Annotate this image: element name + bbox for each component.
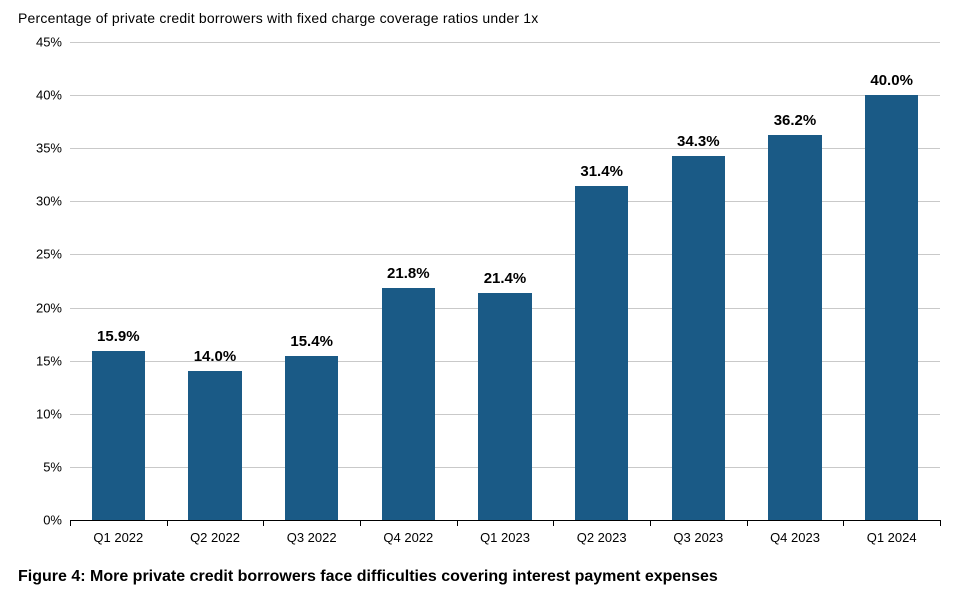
bar — [285, 356, 338, 520]
bar-value-label: 15.9% — [70, 328, 167, 345]
x-tick-label: Q2 2023 — [577, 530, 627, 545]
x-tick-label: Q3 2022 — [287, 530, 337, 545]
y-tick-label: 35% — [36, 141, 70, 156]
bar-slot: 40.0% — [843, 42, 940, 520]
y-tick-label: 10% — [36, 406, 70, 421]
bar — [768, 135, 821, 520]
y-tick-label: 25% — [36, 247, 70, 262]
chart-subtitle: Percentage of private credit borrowers w… — [18, 10, 538, 26]
x-tick — [360, 520, 361, 526]
x-tick-label: Q1 2023 — [480, 530, 530, 545]
y-tick-label: 40% — [36, 88, 70, 103]
bar-slot: 21.4% — [457, 42, 554, 520]
bar-slot: 36.2% — [747, 42, 844, 520]
x-tick-label: Q2 2022 — [190, 530, 240, 545]
x-tick-label: Q4 2022 — [383, 530, 433, 545]
figure-container: Percentage of private credit borrowers w… — [0, 0, 960, 598]
gridline — [70, 520, 940, 521]
bar-value-label: 15.4% — [263, 333, 360, 350]
bar-slot: 15.4% — [263, 42, 360, 520]
x-tick — [167, 520, 168, 526]
bar-slot: 34.3% — [650, 42, 747, 520]
bar — [188, 371, 241, 520]
bar-value-label: 21.8% — [360, 265, 457, 282]
x-tick — [70, 520, 71, 526]
x-tick — [940, 520, 941, 526]
chart-plot-area: 0%5%10%15%20%25%30%35%40%45%Q1 2022Q2 20… — [70, 42, 940, 520]
x-tick — [457, 520, 458, 526]
bar-slot: 21.8% — [360, 42, 457, 520]
x-tick-label: Q3 2023 — [673, 530, 723, 545]
bar-slot: 31.4% — [553, 42, 650, 520]
bar-value-label: 31.4% — [553, 163, 650, 180]
y-tick-label: 15% — [36, 353, 70, 368]
chart-bars: 15.9%14.0%15.4% 21.8%21.4% 31.4%34.3%36.2%… — [70, 42, 940, 520]
y-tick-label: 0% — [43, 513, 70, 528]
bar — [92, 351, 145, 520]
x-tick — [843, 520, 844, 526]
bar-value-label: 36.2% — [747, 112, 844, 129]
x-tick-label: Q1 2022 — [93, 530, 143, 545]
x-tick — [553, 520, 554, 526]
x-tick-label: Q1 2024 — [867, 530, 917, 545]
figure-caption: Figure 4: More private credit borrowers … — [18, 568, 718, 586]
bar-value-label: 40.0% — [843, 72, 940, 89]
x-tick — [747, 520, 748, 526]
bar — [865, 95, 918, 520]
bar-slot: 14.0% — [167, 42, 264, 520]
bar — [672, 156, 725, 520]
bar-value-label: 21.4% — [457, 270, 554, 287]
y-tick-label: 20% — [36, 300, 70, 315]
y-tick-label: 30% — [36, 194, 70, 209]
y-tick-label: 5% — [43, 459, 70, 474]
x-tick-label: Q4 2023 — [770, 530, 820, 545]
bar — [478, 293, 531, 520]
x-tick — [650, 520, 651, 526]
bar-slot: 15.9% — [70, 42, 167, 520]
bar — [382, 288, 435, 520]
y-tick-label: 45% — [36, 35, 70, 50]
bar-value-label: 34.3% — [650, 133, 747, 150]
bar-value-label: 14.0% — [167, 348, 264, 365]
bar — [575, 186, 628, 520]
x-tick — [263, 520, 264, 526]
